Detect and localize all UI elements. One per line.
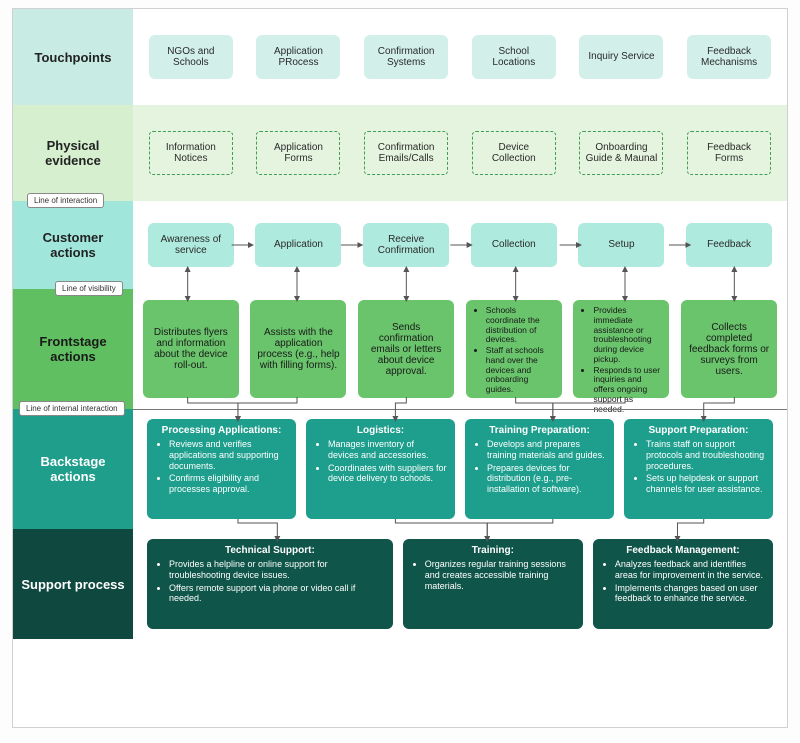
row-label-backstage: Backstage actions <box>13 409 133 529</box>
touchpoint-box: NGOs and Schools <box>149 35 233 79</box>
row-customer: Customer actions Awareness of service Ap… <box>13 201 787 289</box>
row-label-frontstage: Frontstage actions <box>13 289 133 409</box>
frontstage-box: Collects completed feedback forms or sur… <box>681 300 777 398</box>
customer-box: Awareness of service <box>148 223 234 267</box>
touchpoint-box: Confirmation Systems <box>364 35 448 79</box>
evidence-box: Information Notices <box>149 131 233 175</box>
frontstage-box: Distributes flyers and information about… <box>143 300 239 398</box>
customer-box: Collection <box>471 223 557 267</box>
backstage-box: Logistics:Manages inventory of devices a… <box>306 419 455 519</box>
support-box: Feedback Management:Analyzes feedback an… <box>593 539 773 629</box>
backstage-box: Support Preparation:Trains staff on supp… <box>624 419 773 519</box>
separator-label: Line of internal interaction <box>19 401 125 416</box>
backstage-box: Processing Applications:Reviews and veri… <box>147 419 296 519</box>
touchpoint-box: Inquiry Service <box>579 35 663 79</box>
row-body-touchpoints: NGOs and Schools Application PRocess Con… <box>133 9 787 105</box>
evidence-box: Onboarding Guide & Maunal <box>579 131 663 175</box>
row-touchpoints: Touchpoints NGOs and Schools Application… <box>13 9 787 105</box>
support-box: Technical Support:Provides a helpline or… <box>147 539 393 629</box>
touchpoint-box: School Locations <box>472 35 556 79</box>
frontstage-box: Assists with the application process (e.… <box>250 300 346 398</box>
separator-label: Line of visibility <box>55 281 123 296</box>
touchpoint-box: Application PRocess <box>256 35 340 79</box>
row-label-support: Support process <box>13 529 133 639</box>
row-body-evidence: Information Notices Application Forms Co… <box>133 105 787 201</box>
backstage-box: Training Preparation:Develops and prepar… <box>465 419 614 519</box>
evidence-box: Device Collection <box>472 131 556 175</box>
support-box: Training:Organizes regular training sess… <box>403 539 583 629</box>
evidence-box: Application Forms <box>256 131 340 175</box>
row-body-customer: Awareness of service Application Receive… <box>133 201 787 289</box>
frontstage-box: Sends confirmation emails or letters abo… <box>358 300 454 398</box>
row-frontstage: Frontstage actions Distributes flyers an… <box>13 289 787 409</box>
evidence-box: Feedback Forms <box>687 131 771 175</box>
service-blueprint-canvas: Touchpoints NGOs and Schools Application… <box>12 8 788 728</box>
row-support: Support process Technical Support:Provid… <box>13 529 787 639</box>
row-body-support: Technical Support:Provides a helpline or… <box>133 529 787 639</box>
row-label-evidence: Physical evidence <box>13 105 133 201</box>
frontstage-box: Provides immediate assistance or trouble… <box>573 300 669 398</box>
row-body-backstage: Processing Applications:Reviews and veri… <box>133 409 787 529</box>
separator-label: Line of interaction <box>27 193 104 208</box>
row-backstage: Backstage actions Processing Application… <box>13 409 787 529</box>
row-label-touchpoints: Touchpoints <box>13 9 133 105</box>
frontstage-box: Schools coordinate the distribution of d… <box>466 300 562 398</box>
customer-box: Receive Confirmation <box>363 223 449 267</box>
customer-box: Feedback <box>686 223 772 267</box>
customer-box: Setup <box>578 223 664 267</box>
evidence-box: Confirmation Emails/Calls <box>364 131 448 175</box>
customer-box: Application <box>255 223 341 267</box>
row-body-frontstage: Distributes flyers and information about… <box>133 289 787 409</box>
row-evidence: Physical evidence Information Notices Ap… <box>13 105 787 201</box>
touchpoint-box: Feedback Mechanisms <box>687 35 771 79</box>
row-label-customer: Customer actions <box>13 201 133 289</box>
